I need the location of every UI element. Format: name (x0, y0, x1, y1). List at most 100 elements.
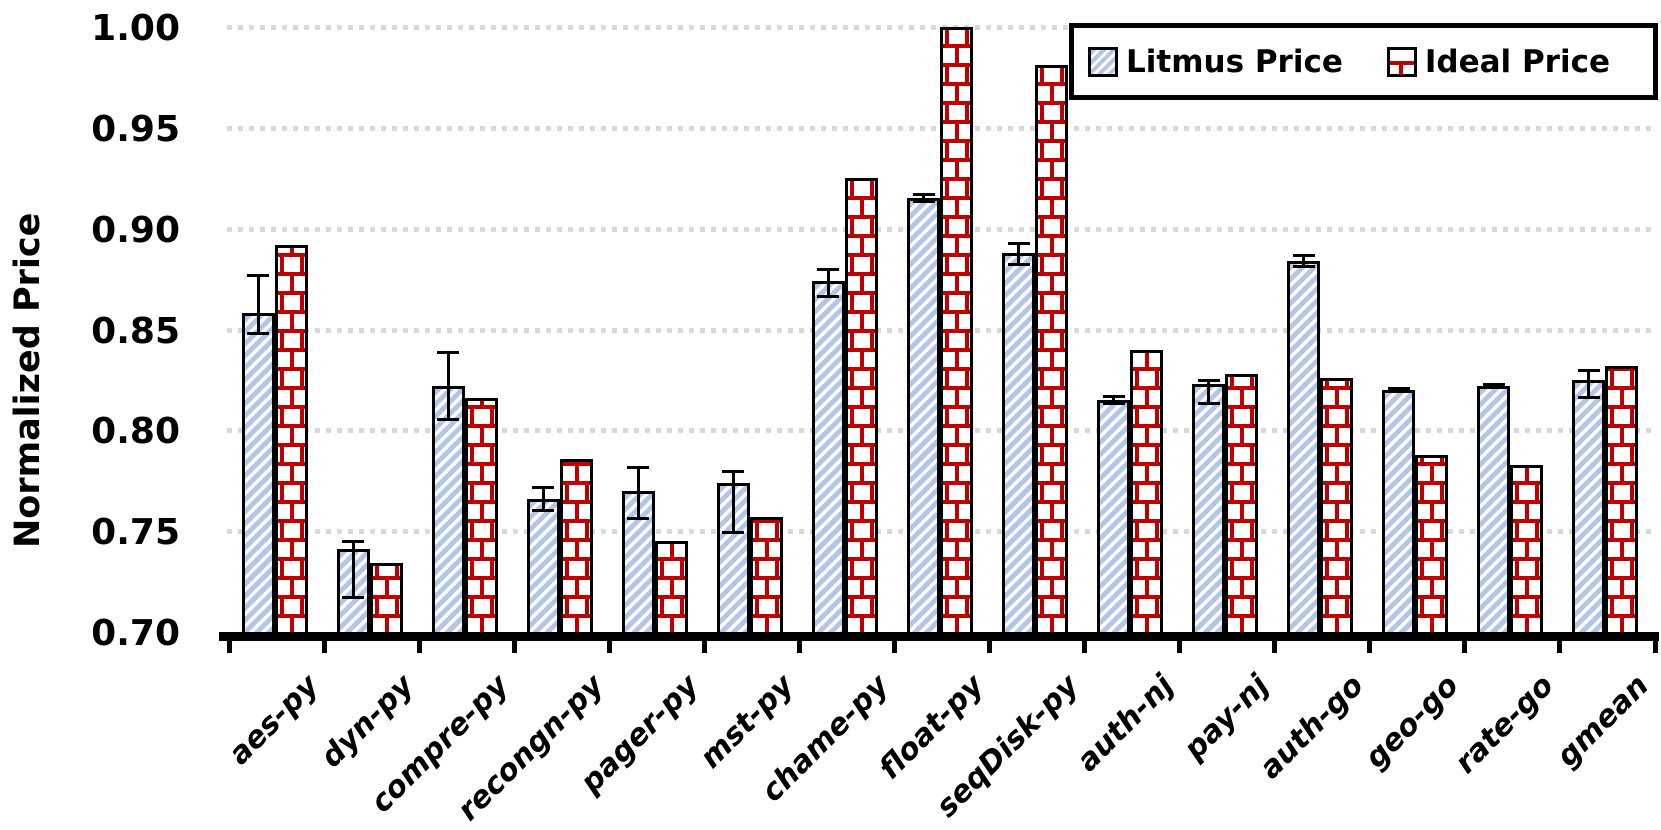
brick-joint (955, 314, 959, 329)
error-bar-float-py (922, 194, 925, 203)
brick-hline (467, 423, 495, 428)
brick-joint (1050, 503, 1055, 519)
brick-hline (467, 461, 495, 466)
error-cap-bottom (1197, 402, 1220, 406)
brick-joint (574, 465, 579, 481)
brick-hline (277, 290, 305, 295)
brick-joint (669, 580, 674, 595)
y-tick-label: 0.95 (91, 108, 180, 150)
brick-joint (849, 333, 854, 348)
brick-hline (1038, 537, 1066, 542)
x-axis-tick (1177, 639, 1183, 653)
brick-joint (849, 523, 854, 538)
error-bar-geo-go (1397, 387, 1401, 392)
error-cap-bottom (817, 295, 840, 299)
brick-joint (1240, 503, 1245, 519)
brick-joint (669, 618, 674, 633)
brick-joint (1040, 560, 1045, 576)
brick-joint (859, 238, 864, 253)
brick-joint (1060, 104, 1065, 120)
brick-joint (1430, 617, 1435, 633)
legend-label-ideal: Ideal Price (1424, 43, 1610, 80)
y-tick-label: 0.85 (91, 310, 180, 352)
brick-hline (1038, 252, 1066, 257)
brick-joint (1050, 389, 1055, 405)
brick-joint (299, 560, 304, 576)
brick-joint (1060, 408, 1065, 424)
error-cap-bottom (1577, 396, 1600, 400)
brick-joint (1610, 446, 1615, 462)
brick-hline (1323, 423, 1351, 428)
brick-joint (1145, 352, 1150, 367)
brick-joint (849, 295, 854, 310)
brick-joint (479, 541, 484, 557)
brick-joint (945, 333, 949, 348)
x-axis-tick (1367, 639, 1373, 653)
brick-hline (1228, 613, 1256, 618)
brick-hline (1038, 290, 1066, 295)
brick-joint (1060, 332, 1065, 348)
brick-joint (1620, 617, 1625, 633)
brick-joint (965, 333, 969, 348)
brick-joint (1240, 465, 1245, 481)
brick-joint (1155, 408, 1160, 424)
brick-joint (1135, 446, 1140, 462)
brick-hline (562, 613, 590, 618)
brick-joint (1345, 446, 1350, 462)
brick-hline (467, 594, 495, 599)
brick-joint (289, 465, 294, 481)
brick-hline (943, 576, 970, 580)
brick-joint (1060, 560, 1065, 576)
brick-joint (945, 485, 949, 500)
brick-hline (847, 462, 875, 466)
brick-joint (1230, 598, 1235, 614)
brick-hline (277, 442, 305, 447)
brick-hline (1608, 537, 1636, 542)
brick-joint (869, 257, 874, 272)
brick-pattern (1228, 376, 1256, 633)
brick-hline (1038, 575, 1066, 580)
brick-joint (1040, 408, 1045, 424)
brick-hline (1608, 480, 1636, 485)
brick-joint (764, 541, 769, 557)
brick-hline (943, 44, 970, 48)
brick-hline (1513, 613, 1541, 618)
brick-hline (1038, 176, 1066, 181)
brick-hline (277, 480, 305, 485)
brick-joint (299, 598, 304, 614)
brick-hline (1513, 556, 1541, 561)
brick-joint (1420, 457, 1425, 462)
bar-ideal-compre-py (464, 398, 498, 636)
x-tick-label-auth-go: auth-go (1253, 668, 1372, 786)
brick-joint (1145, 541, 1150, 557)
brick-joint (479, 617, 484, 633)
brick-joint (1515, 484, 1520, 500)
brick-joint (1525, 617, 1530, 633)
brick-hline (657, 557, 685, 561)
brick-hline (1323, 461, 1351, 466)
bar-litmus-seqDisk-py (1002, 252, 1036, 636)
brick-hline (1038, 480, 1066, 485)
error-cap-top (1482, 382, 1505, 386)
brick-hline (1418, 594, 1446, 599)
brick-joint (945, 523, 949, 538)
brick-hline (943, 538, 970, 542)
brick-hline (1133, 404, 1161, 409)
brick-joint (1250, 522, 1255, 538)
brick-joint (564, 598, 569, 614)
brick-joint (564, 522, 569, 538)
brick-hline (467, 537, 495, 542)
brick-hline (1228, 594, 1256, 599)
brick-joint (1050, 123, 1055, 139)
brick-hline (1038, 195, 1066, 200)
brick-joint (1155, 446, 1160, 462)
brick-joint (1050, 237, 1055, 253)
brick-joint (859, 618, 864, 633)
bar-litmus-pay-nj (1192, 383, 1226, 636)
brick-hline (1513, 594, 1541, 599)
brick-joint (289, 541, 294, 557)
brick-hline (943, 63, 970, 67)
brick-hline (847, 500, 875, 504)
brick-joint (965, 257, 969, 272)
brick-joint (1345, 380, 1350, 386)
